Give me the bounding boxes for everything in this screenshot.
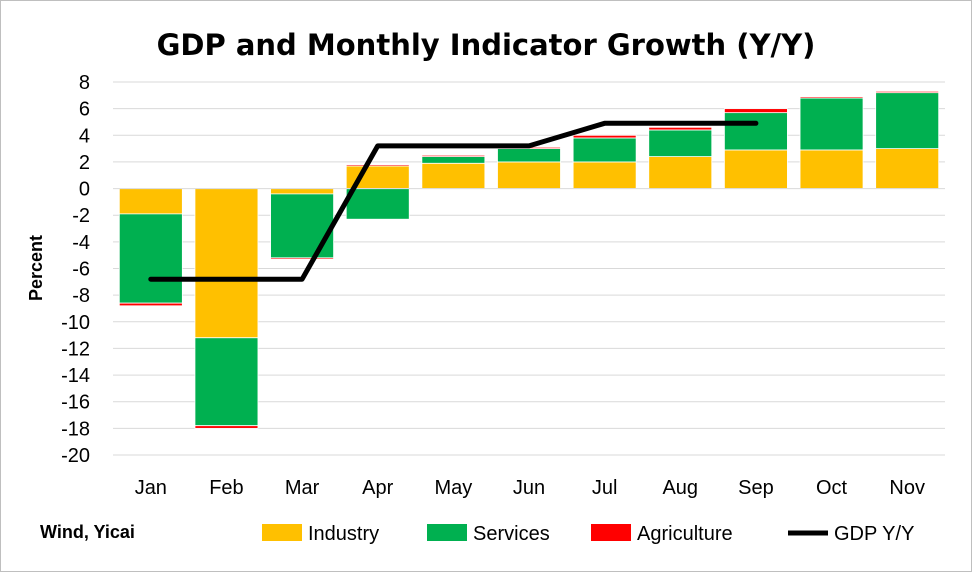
x-tick-label: Sep — [738, 477, 774, 499]
y-tick-label: 2 — [79, 152, 90, 174]
legend-label-gdp-y-y: GDP Y/Y — [834, 523, 914, 545]
bar-agriculture-mar — [270, 257, 334, 260]
y-tick-label: -16 — [61, 392, 90, 414]
y-tick-label: -12 — [61, 338, 90, 360]
source-note: Wind, Yicai — [40, 522, 135, 542]
y-tick-label: -14 — [61, 365, 90, 387]
bar-services-jan — [118, 213, 183, 304]
y-tick-label: -6 — [72, 259, 90, 281]
bar-industry-jun — [497, 161, 561, 189]
y-tick-label: 4 — [79, 125, 90, 147]
chart-title: GDP and Monthly Indicator Growth (Y/Y) — [157, 28, 816, 62]
x-tick-label: Nov — [889, 477, 925, 499]
y-axis-label: Percent — [26, 235, 46, 301]
x-axis-ticks: Jan Feb Mar Apr May Jun Jul Aug Sep Oct Nov — [135, 477, 925, 499]
legend-label-industry: Industry — [308, 523, 379, 545]
legend-label-services: Services — [473, 523, 550, 545]
bar-agriculture-may — [421, 154, 486, 157]
x-tick-label: Feb — [209, 477, 243, 499]
x-tick-label: Aug — [662, 477, 698, 499]
x-tick-label: Jul — [592, 477, 618, 499]
y-tick-label: 8 — [79, 72, 90, 94]
bar-services-aug — [648, 129, 713, 157]
y-tick-label: -8 — [72, 285, 90, 307]
bar-services-oct — [799, 97, 864, 151]
bar-agriculture-aug — [648, 126, 713, 131]
y-tick-label: -18 — [61, 418, 90, 440]
gdp-line — [148, 120, 759, 282]
bar-industry-oct — [799, 149, 864, 189]
bar-industry-sep — [724, 149, 788, 189]
x-tick-label: Jan — [135, 477, 167, 499]
y-tick-label: 0 — [79, 179, 90, 201]
y-axis-ticks: 8 6 4 2 0 -2 -4 -6 -8 -10 -12 -14 -16 -18 -20 — [61, 72, 90, 467]
x-tick-label: Apr — [362, 477, 393, 499]
bar-agriculture-oct — [799, 96, 864, 99]
bar-industry-mar — [270, 188, 334, 195]
x-tick-label: Oct — [816, 477, 848, 499]
bar-services-may — [421, 156, 486, 164]
bar-industry-may — [421, 162, 486, 189]
legend-swatch-services — [427, 524, 467, 541]
x-tick-label: May — [434, 477, 472, 499]
y-tick-label: -4 — [72, 232, 90, 254]
bar-industry-aug — [648, 156, 713, 189]
bar-services-feb — [194, 337, 259, 427]
bar-agriculture-feb — [194, 425, 259, 429]
bar-industry-jan — [118, 188, 183, 215]
legend: Industry Services Agriculture GDP Y/Y — [262, 523, 914, 545]
bars — [118, 90, 940, 429]
bar-industry-feb — [194, 188, 259, 339]
bar-agriculture-nov — [875, 90, 940, 94]
bar-services-jul — [572, 137, 637, 163]
legend-swatch-agriculture — [591, 524, 631, 541]
bar-services-nov — [875, 92, 940, 150]
legend-label-agriculture: Agriculture — [637, 523, 733, 545]
bar-agriculture-jul — [572, 134, 637, 139]
bar-agriculture-sep — [724, 108, 788, 114]
legend-swatch-industry — [262, 524, 302, 541]
y-tick-label: -10 — [61, 312, 90, 334]
y-tick-label: 6 — [79, 99, 90, 121]
bar-services-sep — [724, 112, 788, 151]
bar-services-jun — [497, 148, 561, 163]
y-tick-label: -20 — [61, 445, 90, 467]
gdp-yy-line — [148, 120, 759, 282]
bar-industry-nov — [875, 148, 940, 189]
y-tick-label: -2 — [72, 205, 90, 227]
x-tick-label: Jun — [513, 477, 545, 499]
bar-industry-jul — [572, 161, 637, 189]
bar-services-apr — [345, 188, 410, 220]
bar-services-mar — [270, 193, 334, 259]
x-tick-label: Mar — [285, 477, 320, 499]
bar-agriculture-jan — [118, 302, 183, 307]
bar-agriculture-apr — [345, 164, 410, 167]
